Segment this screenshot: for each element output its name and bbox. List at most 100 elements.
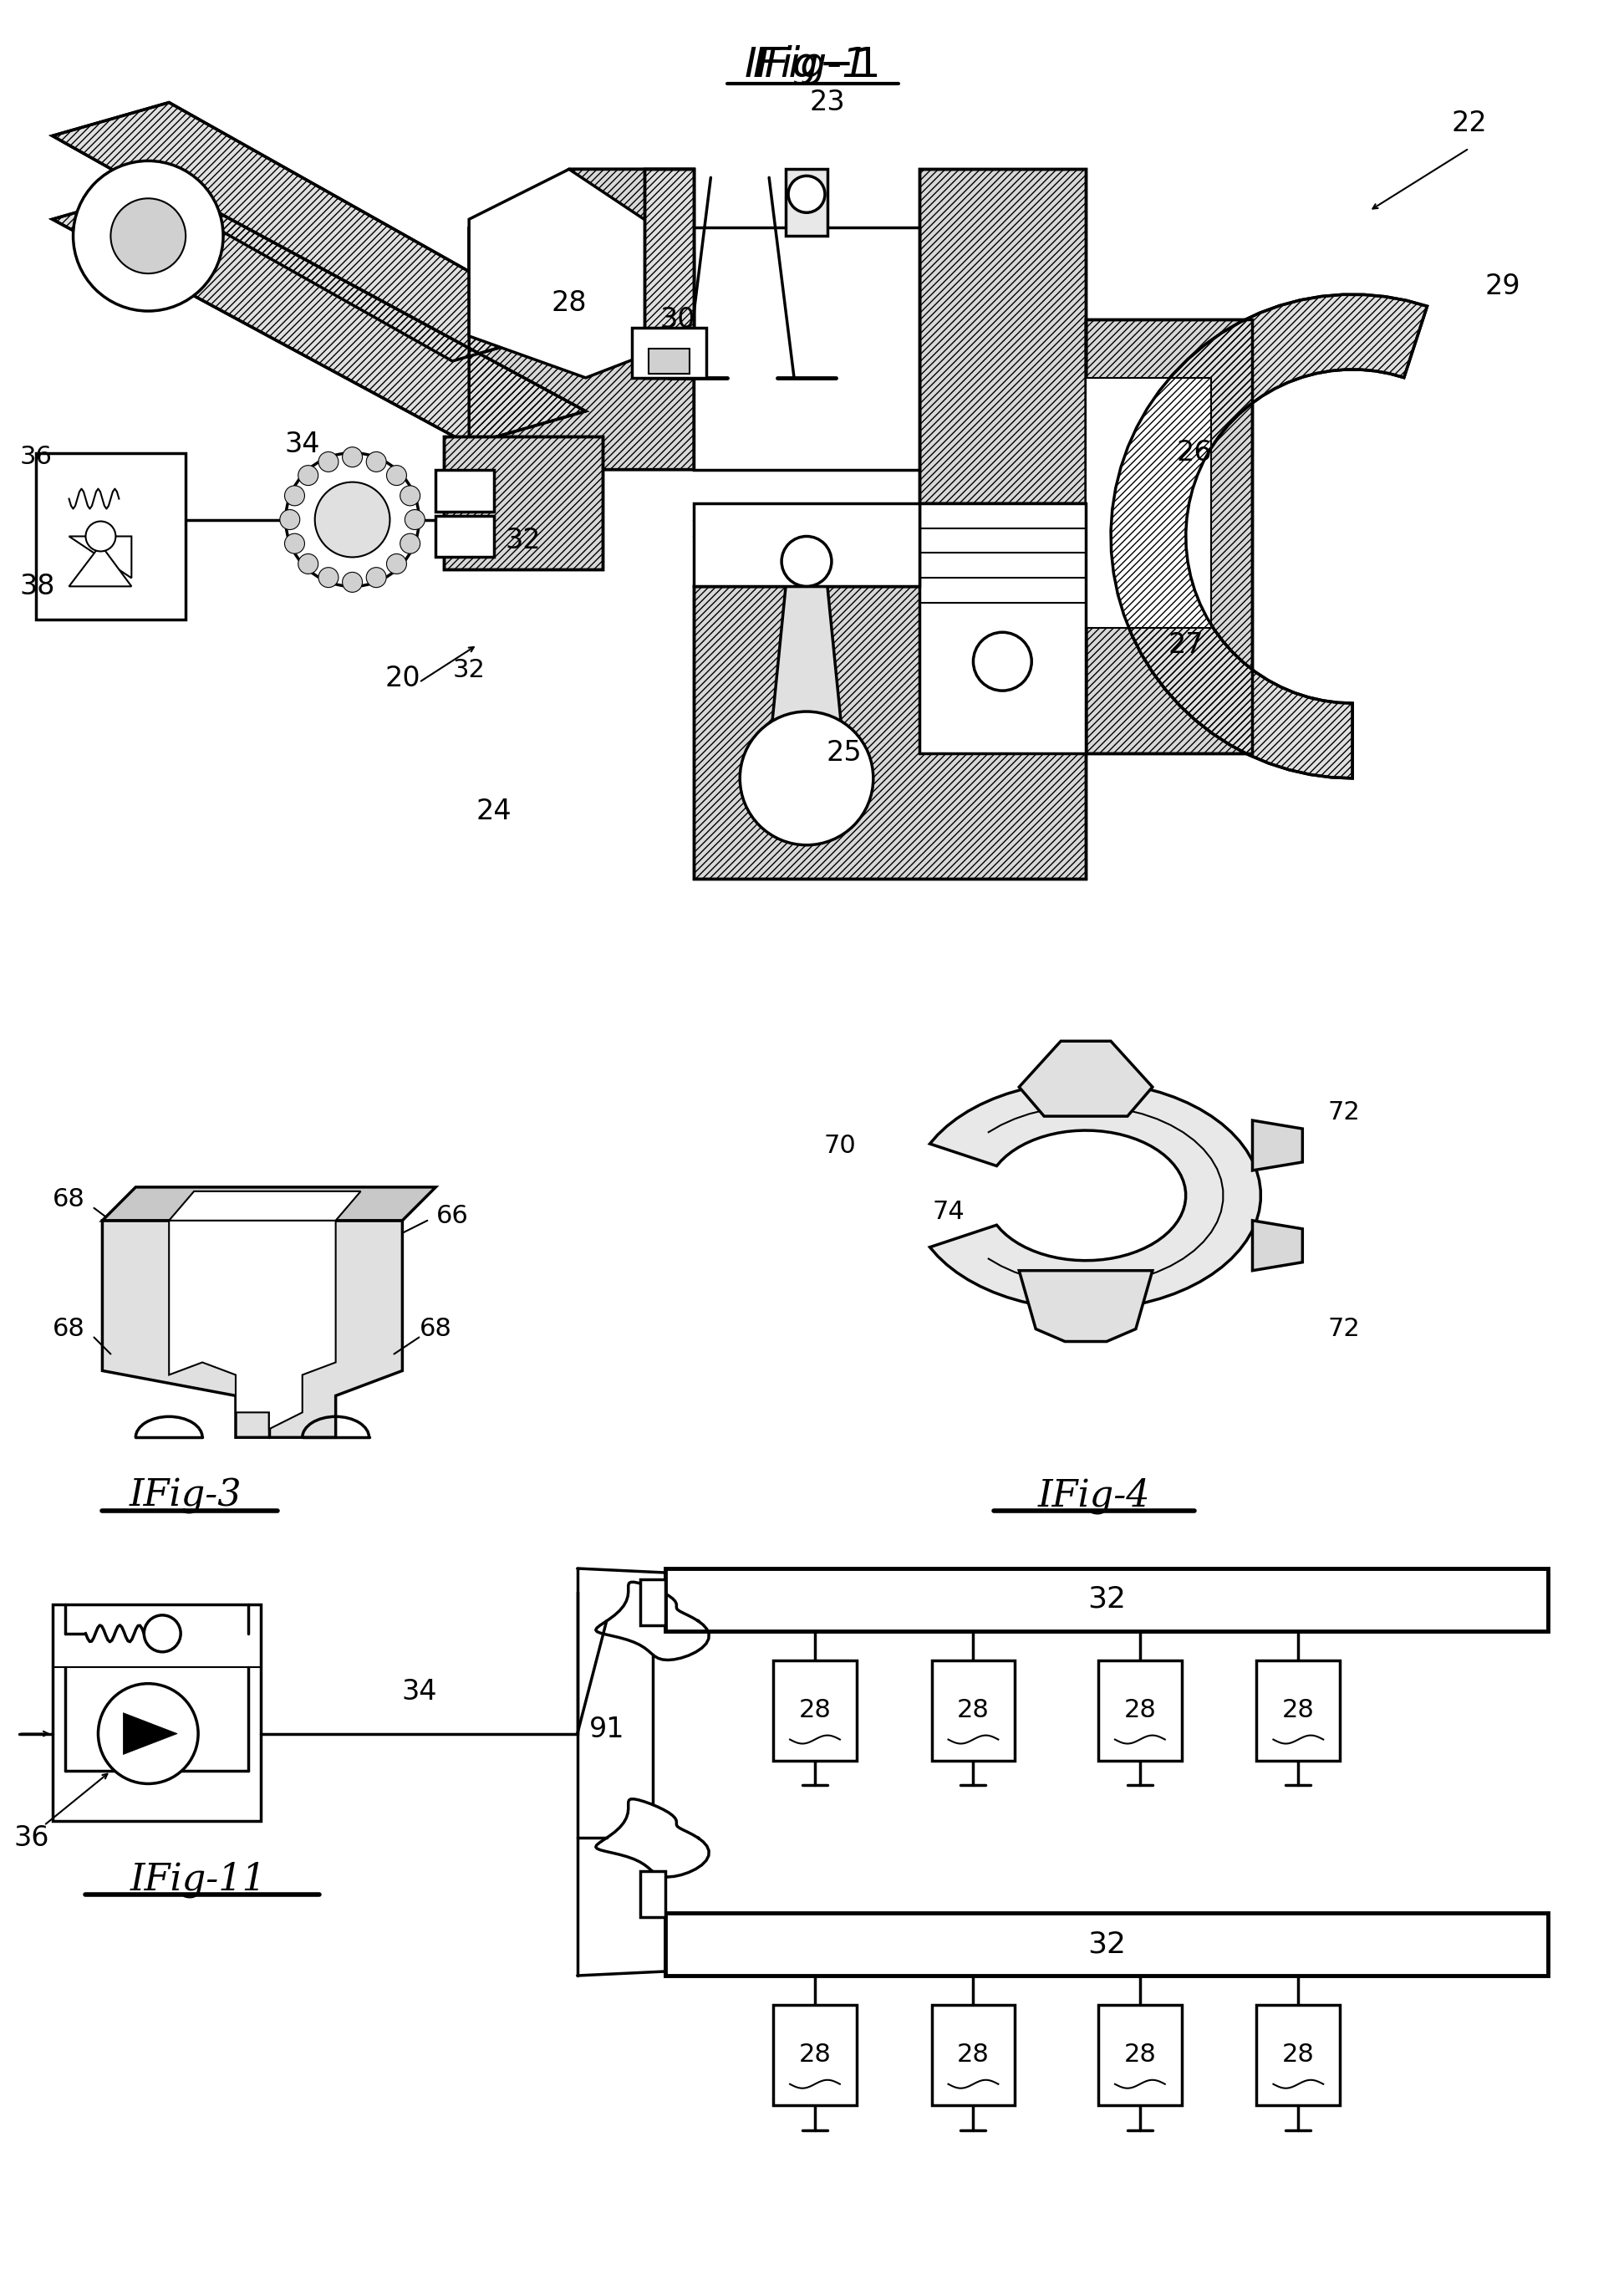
- Circle shape: [387, 553, 406, 574]
- Bar: [648, 349, 690, 374]
- Polygon shape: [102, 1187, 435, 1221]
- Circle shape: [315, 482, 390, 558]
- Polygon shape: [1086, 379, 1212, 629]
- Bar: [640, 1870, 664, 1916]
- Text: IFig-4: IFig-4: [1038, 1478, 1150, 1515]
- Text: 28: 28: [1281, 2043, 1314, 2068]
- Bar: [773, 2006, 856, 2105]
- Polygon shape: [693, 503, 919, 588]
- Polygon shape: [1111, 294, 1427, 778]
- Text: 68: 68: [419, 1317, 451, 1340]
- Text: 28: 28: [957, 2043, 989, 2068]
- Bar: [640, 1579, 664, 1625]
- Circle shape: [279, 509, 300, 530]
- Polygon shape: [645, 170, 693, 379]
- Polygon shape: [469, 170, 693, 379]
- Text: 22: 22: [1452, 110, 1488, 138]
- Circle shape: [367, 567, 387, 588]
- Bar: [435, 470, 494, 512]
- Polygon shape: [919, 503, 1086, 753]
- Circle shape: [400, 532, 421, 553]
- Circle shape: [86, 521, 115, 551]
- Bar: [435, 516, 494, 558]
- Polygon shape: [169, 1191, 361, 1221]
- Polygon shape: [931, 1081, 1260, 1310]
- Text: 72: 72: [1328, 1317, 1361, 1340]
- Text: 26: 26: [1176, 438, 1212, 466]
- Text: 28: 28: [799, 1698, 831, 1724]
- Text: 91: 91: [590, 1717, 624, 1744]
- Text: IFig-1: IFig-1: [752, 46, 869, 85]
- Bar: [632, 328, 706, 379]
- Circle shape: [741, 711, 874, 845]
- Bar: [36, 452, 185, 620]
- Polygon shape: [1252, 1120, 1302, 1170]
- Text: IFig-3: IFig-3: [130, 1478, 242, 1515]
- Polygon shape: [1252, 1221, 1302, 1271]
- Text: 36: 36: [13, 1825, 49, 1852]
- Polygon shape: [68, 544, 132, 588]
- Circle shape: [400, 487, 421, 505]
- Polygon shape: [693, 227, 919, 470]
- Text: 28: 28: [957, 1698, 989, 1724]
- Polygon shape: [52, 186, 586, 445]
- Circle shape: [404, 509, 425, 530]
- Polygon shape: [1020, 1042, 1153, 1115]
- Circle shape: [284, 487, 305, 505]
- Circle shape: [145, 1616, 180, 1652]
- Polygon shape: [102, 1221, 403, 1437]
- Text: 28: 28: [1124, 2043, 1156, 2068]
- Polygon shape: [469, 170, 693, 470]
- Text: 20: 20: [385, 663, 421, 693]
- Polygon shape: [68, 537, 132, 578]
- Text: 29: 29: [1484, 273, 1520, 301]
- Circle shape: [73, 161, 222, 312]
- Text: 28: 28: [799, 2043, 831, 2068]
- Text: 34: 34: [284, 431, 320, 459]
- Text: 23: 23: [810, 90, 844, 117]
- Text: 28: 28: [1281, 1698, 1314, 1724]
- Bar: [52, 1604, 261, 1822]
- Polygon shape: [123, 1712, 177, 1753]
- Text: $\mathit{IFig}$$\mathit{-1}$: $\mathit{IFig}$$\mathit{-1}$: [744, 44, 877, 87]
- Circle shape: [318, 567, 338, 588]
- Bar: [773, 1659, 856, 1760]
- Bar: [1098, 2006, 1182, 2105]
- Text: 38: 38: [19, 571, 55, 601]
- Polygon shape: [919, 170, 1086, 503]
- Circle shape: [299, 466, 318, 487]
- Text: 32: 32: [1088, 1930, 1125, 1958]
- Text: 24: 24: [476, 799, 512, 826]
- Text: 74: 74: [932, 1200, 965, 1223]
- Circle shape: [367, 452, 387, 473]
- Circle shape: [284, 532, 305, 553]
- Text: 32: 32: [1088, 1586, 1125, 1613]
- Text: 27: 27: [1168, 631, 1203, 659]
- Circle shape: [343, 448, 362, 468]
- Text: 28: 28: [551, 289, 586, 317]
- Bar: [1257, 1659, 1340, 1760]
- Text: 25: 25: [827, 739, 862, 767]
- Text: 70: 70: [823, 1134, 856, 1157]
- Text: 32: 32: [453, 659, 486, 682]
- Circle shape: [973, 633, 1031, 691]
- Bar: [932, 1659, 1015, 1760]
- Bar: [786, 170, 827, 236]
- Circle shape: [299, 553, 318, 574]
- Text: 34: 34: [401, 1678, 437, 1705]
- Text: 36: 36: [19, 445, 52, 468]
- Polygon shape: [169, 1221, 336, 1430]
- Bar: [664, 1914, 1548, 1976]
- Circle shape: [97, 1685, 198, 1783]
- Circle shape: [110, 197, 185, 273]
- Text: 68: 68: [52, 1317, 84, 1340]
- Circle shape: [318, 452, 338, 473]
- Bar: [664, 1567, 1548, 1632]
- Circle shape: [343, 571, 362, 592]
- Circle shape: [286, 452, 419, 588]
- Text: 68: 68: [52, 1187, 84, 1212]
- Polygon shape: [693, 588, 1086, 879]
- Polygon shape: [770, 588, 844, 753]
- Text: IFig-11: IFig-11: [130, 1861, 266, 1898]
- Bar: [1098, 1659, 1182, 1760]
